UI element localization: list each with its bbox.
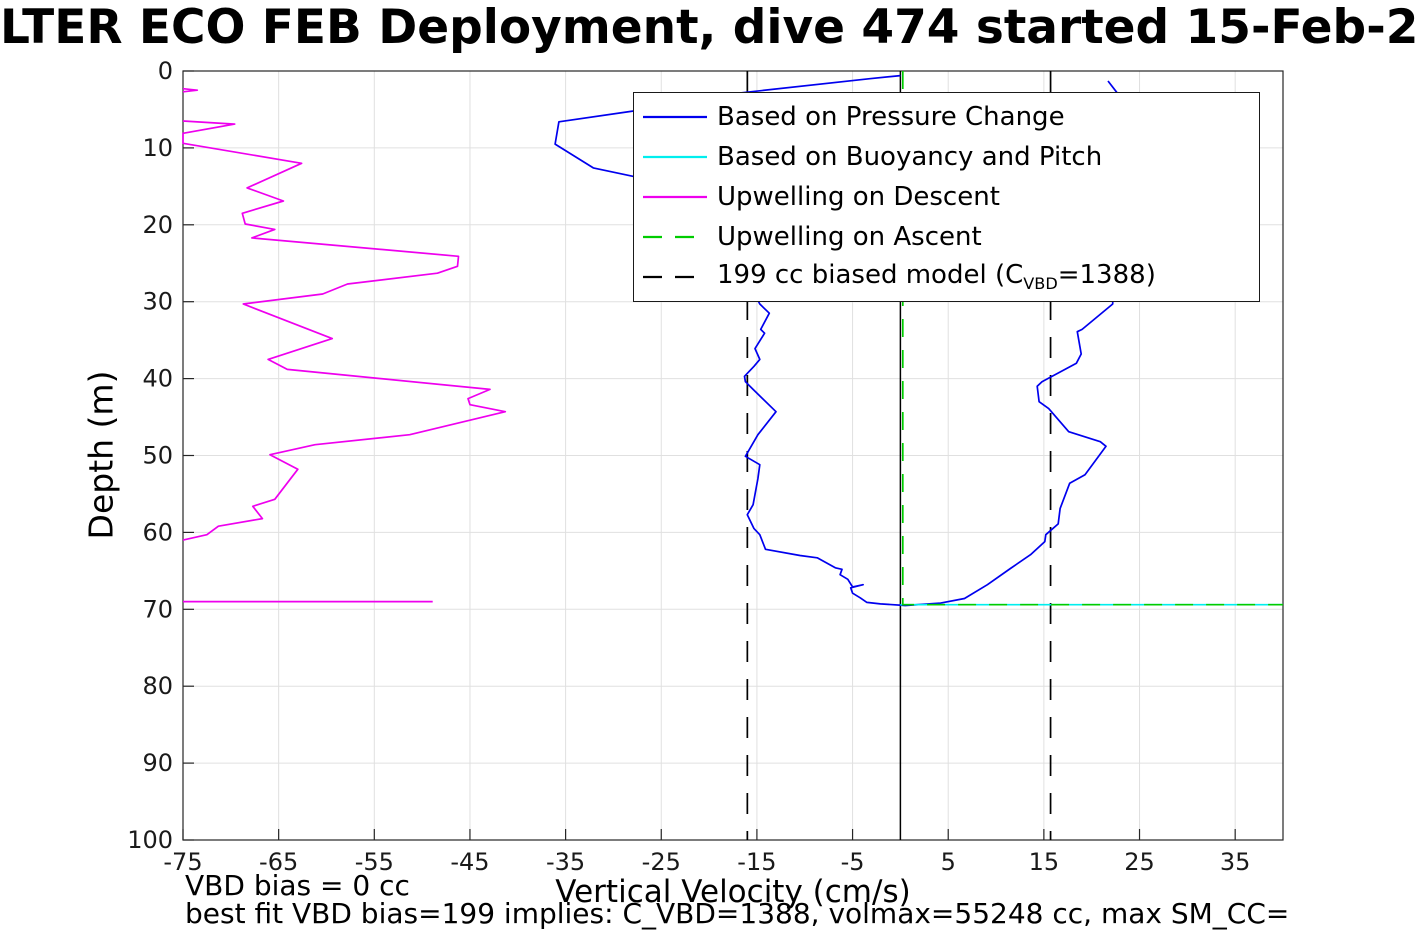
y-tick-label: 90 [142,749,173,777]
x-tick-label: -5 [841,848,865,876]
legend-item: Upwelling on Ascent [642,217,1259,257]
x-tick-label: 5 [941,848,956,876]
legend-item: Based on Pressure Change [642,97,1259,137]
x-tick-label: -55 [355,848,394,876]
y-tick-label: 0 [158,57,173,85]
x-tick-label: 15 [1029,848,1060,876]
legend-item-label: Upwelling on Descent [717,182,1000,212]
legend-item: 199 cc biased model (CVBD=1388) [642,257,1259,297]
tick-marks [182,70,1236,841]
series-upwelling-on-descent [182,120,507,541]
y-tick-label: 20 [142,211,173,239]
legend-line-sample [643,155,707,159]
chart-title: LTER ECO FEB Deployment, dive 474 starte… [0,0,1417,55]
x-tick-label: 25 [1124,848,1155,876]
x-tick-label: -75 [163,848,202,876]
legend-line-sample [643,235,707,239]
legend-item-label: Upwelling on Ascent [717,222,982,252]
y-tick-label: 10 [142,134,173,162]
x-tick-label: -35 [546,848,585,876]
legend-line-sample [643,195,707,199]
series-upwelling-on-descent [182,87,199,93]
x-tick-label: 35 [1220,848,1251,876]
x-tick-label: -15 [737,848,776,876]
y-tick-label: 100 [127,826,173,854]
legend-box: Based on Pressure Change Based on Buoyanc… [633,92,1260,302]
x-tick-label: -65 [259,848,298,876]
y-axis-label: Depth (m) [81,370,121,540]
legend-line-sample [643,275,707,279]
data-series [182,71,1283,607]
legend-line-sample [643,115,707,119]
y-tick-label: 70 [142,595,173,623]
tick-labels: -75 -65 -55 -45 -35 -25 -15 -5 5 15 25 350102030405… [127,57,1250,876]
legend-item: Based on Buoyancy and Pitch [642,137,1259,177]
vbd-bias-annotation: VBD bias = 0 cc [185,869,410,902]
legend-item-label: Based on Buoyancy and Pitch [717,142,1103,172]
x-tick-label: -25 [642,848,681,876]
x-tick-label: -45 [450,848,489,876]
y-tick-label: 50 [142,442,173,470]
legend-item-label: 199 cc biased model (CVBD=1388) [717,260,1156,294]
y-tick-label: 60 [142,518,173,546]
series-based-on-pressure-change [554,74,1119,607]
legend-item-label: Based on Pressure Change [717,102,1065,132]
y-tick-label: 30 [142,288,173,316]
best-fit-annotation: best fit VBD bias=199 implies: C_VBD=138… [185,897,1290,930]
y-tick-label: 80 [142,672,173,700]
series-upwelling-on-ascent [901,71,1283,606]
x-axis-label: Vertical Velocity (cm/s) [555,874,911,910]
legend-item: Upwelling on Descent [642,177,1259,217]
y-tick-label: 40 [142,365,173,393]
